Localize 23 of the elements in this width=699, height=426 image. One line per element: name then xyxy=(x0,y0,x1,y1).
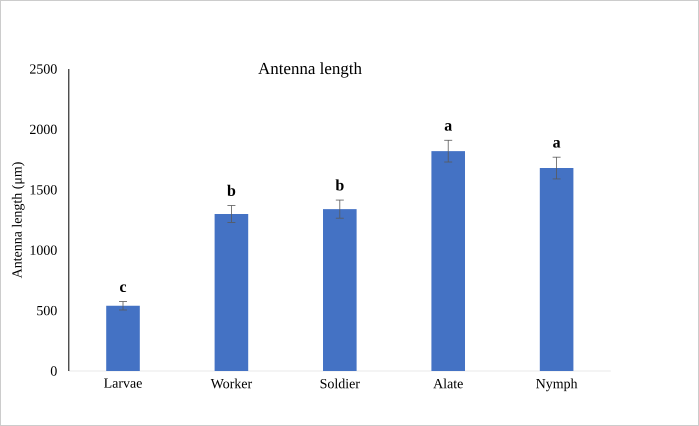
annotation: a xyxy=(553,140,560,148)
x-tick-label: Soldier xyxy=(320,378,360,388)
annotation: b xyxy=(336,179,344,191)
y-tick-label: 1000 xyxy=(30,245,57,255)
x-tick-label: Nymph xyxy=(536,378,578,392)
bar xyxy=(214,214,248,371)
bar xyxy=(106,306,140,371)
y-tick-label: 0 xyxy=(50,366,57,376)
bar xyxy=(323,209,357,371)
y-tick-label: 500 xyxy=(37,306,57,316)
annotation: a xyxy=(444,123,452,131)
chart-title: Antenna length xyxy=(258,62,362,78)
x-tick-label: Alate xyxy=(433,378,463,388)
bar xyxy=(431,151,466,371)
annotation: b xyxy=(227,184,236,196)
y-tick-label: 1500 xyxy=(30,185,57,195)
annotation: c xyxy=(120,284,126,292)
y-axis-title: Antenna length (μm) xyxy=(12,162,25,278)
x-tick-label: Larvae xyxy=(104,378,142,388)
x-tick-label: Worker xyxy=(210,378,252,388)
bar xyxy=(540,168,574,371)
y-tick-label: 2500 xyxy=(30,64,57,74)
y-tick-label: 2000 xyxy=(30,124,57,134)
